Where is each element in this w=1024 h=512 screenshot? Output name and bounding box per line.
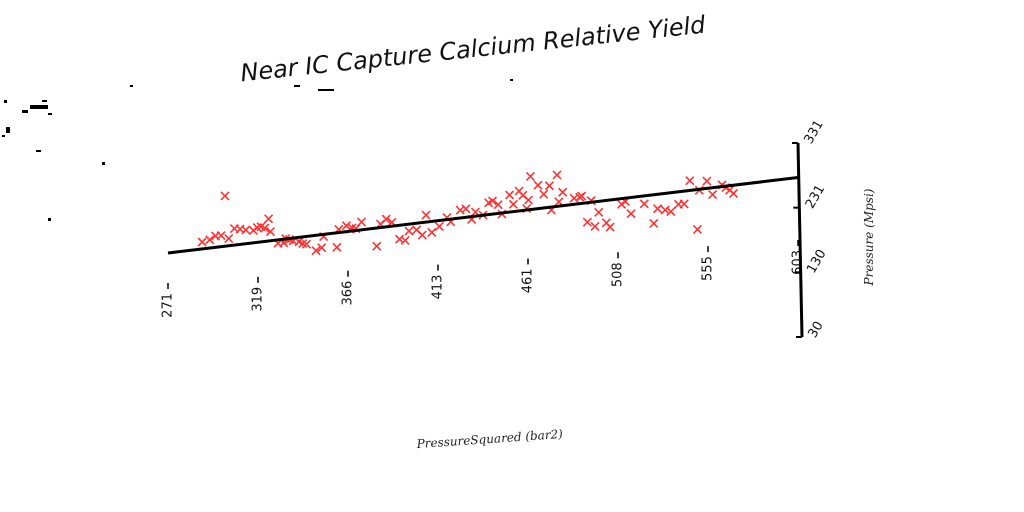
y-tick-label: 130 [804,247,829,276]
data-point [533,180,543,190]
data-point [421,210,431,220]
x-tick-label: 271 [161,293,176,318]
noise-speck [294,85,300,87]
data-point [241,225,251,235]
data-point [317,243,327,253]
x-tick-label: 366 [341,281,356,306]
data-point [381,214,391,224]
data-point [508,199,518,209]
data-point [685,176,695,186]
data-point [649,218,659,228]
x-tick-label: 508 [611,262,626,287]
data-point [692,224,702,235]
data-point [639,199,649,209]
y-axis-line [796,142,804,338]
data-point [417,230,427,240]
data-point [311,246,321,256]
y-tick-label: 231 [803,182,828,211]
x-tick-label: 555 [701,256,716,281]
x-axis-ticks: 271 319 366 413 461 508 555 603 [161,240,806,318]
data-point [590,221,600,232]
data-point [558,187,568,197]
noise-speck [48,218,51,221]
data-point [400,235,410,245]
noise-speck [510,79,513,81]
data-point [404,226,414,236]
data-point [552,170,562,180]
data-point [660,205,670,215]
data-point [679,199,689,209]
x-tick-label: 461 [521,268,536,293]
data-point [372,241,382,251]
noise-speck [30,105,48,109]
data-point [487,196,498,206]
data-point [197,237,207,247]
data-point [265,226,276,237]
data-point [728,188,739,199]
noise-speck [4,100,7,103]
x-tick-label: 603 [791,250,806,275]
noise-speck [42,100,47,102]
noise-speck [48,113,52,115]
noise-speck [130,85,133,87]
data-point [653,204,663,214]
y-axis-label: Pressure (Mpsi) [862,188,876,286]
noise-speck [22,110,28,113]
data-point [461,204,471,214]
x-tick-label: 413 [431,275,446,300]
x-tick-label: 319 [251,287,266,312]
data-point [455,205,465,215]
data-point [702,176,712,186]
noise-speck [318,89,334,91]
data-point [493,200,503,210]
data-point [582,217,592,227]
y-tick-label: 30 [806,319,827,341]
data-point [523,195,534,205]
data-point [434,221,444,232]
data-point [216,230,226,241]
noise-speck [6,127,10,133]
noise-speck [102,162,105,165]
data-point [224,234,234,244]
data-point [427,227,437,238]
data-point [505,190,515,200]
y-tick-label: 331 [802,118,827,147]
x-axis-label: PressureSquared (bar2) [415,427,563,451]
data-point [626,209,636,219]
data-point [525,171,536,181]
data-point [301,239,312,249]
noise-speck [2,135,5,137]
data-point [594,207,604,217]
data-point [356,217,367,227]
data-point [332,242,342,252]
data-point [264,214,274,224]
data-point [666,207,676,217]
data-points [197,170,739,256]
data-point [205,235,215,245]
data-point [260,223,270,233]
data-point [577,191,587,201]
trend-line [167,175,799,255]
data-point [539,189,549,199]
data-point [708,190,718,200]
data-point [220,191,230,201]
data-point [605,222,615,232]
data-point [544,181,554,191]
chart-title: Near IC Capture Calcium Relative Yield [239,11,707,88]
image-noise-specks [2,79,513,221]
noise-speck [36,150,41,152]
